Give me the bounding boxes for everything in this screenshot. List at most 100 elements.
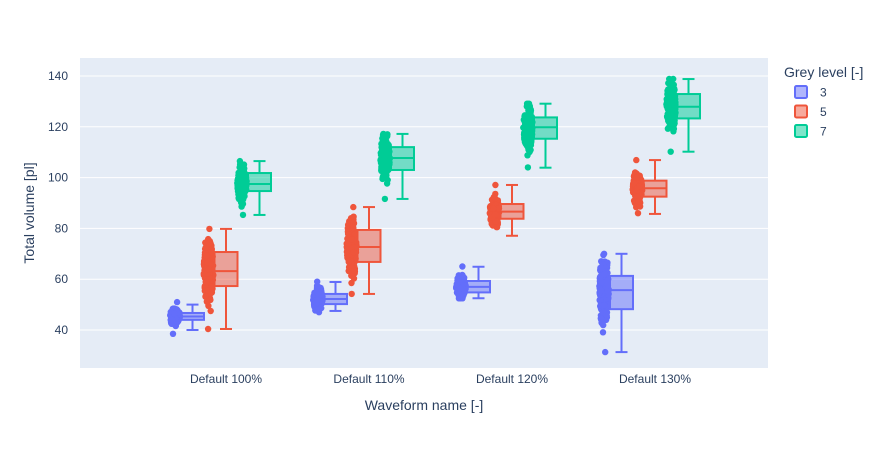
data-point xyxy=(171,310,178,317)
box[interactable] xyxy=(213,227,239,330)
data-point xyxy=(664,110,671,118)
data-point xyxy=(314,296,321,304)
y-axis-title: Total volume [pl] xyxy=(21,162,37,263)
legend-swatch xyxy=(794,104,808,119)
x-tick-label: Default 130% xyxy=(619,372,691,386)
data-point xyxy=(206,225,213,233)
trace-grey-7 xyxy=(234,75,701,219)
legend-item-5[interactable]: 5 xyxy=(794,104,827,119)
box-body xyxy=(247,172,272,193)
data-point xyxy=(204,325,212,333)
data-point xyxy=(236,190,244,198)
box-body xyxy=(213,251,239,288)
legend-title: Grey level [-] xyxy=(784,64,863,80)
legend-label: 5 xyxy=(820,105,827,119)
data-point xyxy=(459,271,466,279)
data-point xyxy=(491,211,499,218)
data-point xyxy=(345,258,352,266)
box[interactable] xyxy=(247,160,272,216)
data-point xyxy=(383,167,390,174)
data-point xyxy=(207,307,214,315)
data-point xyxy=(598,287,605,294)
y-tick-label: 80 xyxy=(55,221,69,235)
y-tick-label: 140 xyxy=(48,69,68,83)
x-tick-label: Default 120% xyxy=(476,372,548,386)
data-point xyxy=(523,100,531,107)
data-point xyxy=(348,236,355,243)
data-point xyxy=(378,165,385,173)
data-point xyxy=(350,203,357,211)
points xyxy=(234,157,250,219)
data-point xyxy=(203,252,210,259)
data-point xyxy=(527,107,535,114)
x-tick-label: Default 100% xyxy=(190,372,262,386)
data-point xyxy=(598,319,606,326)
x-tick-labels: Default 100% Default 110% Default 120% Defa… xyxy=(190,372,691,386)
box-body xyxy=(356,228,382,263)
box[interactable] xyxy=(676,78,701,153)
box[interactable] xyxy=(642,159,668,215)
data-point xyxy=(668,76,675,83)
legend-swatch xyxy=(794,85,808,99)
data-point xyxy=(169,316,176,324)
y-tick-label: 40 xyxy=(55,323,69,337)
data-point xyxy=(381,195,389,203)
data-point xyxy=(203,298,211,305)
data-point xyxy=(602,348,609,356)
data-point xyxy=(205,266,213,273)
box[interactable] xyxy=(466,265,491,300)
data-point xyxy=(601,271,608,278)
data-point xyxy=(598,264,605,271)
box[interactable] xyxy=(499,183,525,237)
data-point xyxy=(457,285,464,292)
data-point xyxy=(350,249,357,256)
data-point xyxy=(348,290,355,298)
points xyxy=(596,250,612,356)
data-point xyxy=(490,205,497,212)
data-point xyxy=(598,278,605,286)
x-axis-title: Waveform name [-] xyxy=(365,397,484,413)
x-tick-label: Default 110% xyxy=(333,372,404,386)
data-point xyxy=(204,287,211,294)
data-point xyxy=(633,156,640,164)
data-point xyxy=(600,251,607,259)
data-point xyxy=(350,224,357,232)
data-point xyxy=(494,205,501,212)
data-point xyxy=(239,211,247,219)
data-point xyxy=(203,278,210,285)
box[interactable] xyxy=(356,206,382,295)
data-point xyxy=(667,148,674,155)
data-point xyxy=(664,125,672,132)
data-point xyxy=(635,198,642,205)
data-point xyxy=(524,164,532,171)
data-point xyxy=(599,329,607,336)
data-point xyxy=(234,182,241,190)
legend-item-7[interactable]: 7 xyxy=(794,124,827,139)
data-point xyxy=(599,309,606,316)
legend-label: 7 xyxy=(820,125,827,139)
data-point xyxy=(348,272,355,279)
data-point xyxy=(527,141,535,149)
box[interactable] xyxy=(180,303,205,331)
data-point xyxy=(492,181,499,189)
data-point xyxy=(524,152,531,159)
data-point xyxy=(241,165,248,172)
data-point xyxy=(490,194,497,201)
data-point xyxy=(241,177,248,184)
data-point xyxy=(459,263,466,270)
data-point xyxy=(526,120,533,127)
data-point xyxy=(527,146,534,154)
box[interactable] xyxy=(609,252,634,354)
data-point xyxy=(600,302,608,309)
points xyxy=(310,278,326,316)
box[interactable] xyxy=(533,102,558,169)
box[interactable] xyxy=(323,280,348,312)
legend: Grey level [-] 3 5 7 xyxy=(784,64,863,139)
data-point xyxy=(238,203,245,210)
box[interactable] xyxy=(390,132,415,200)
box-body xyxy=(609,274,634,311)
data-point xyxy=(235,174,243,182)
data-point xyxy=(636,203,644,210)
data-point xyxy=(202,292,209,300)
legend-item-3[interactable]: 3 xyxy=(794,85,827,100)
